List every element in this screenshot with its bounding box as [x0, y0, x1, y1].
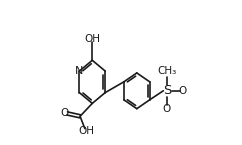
- Text: O: O: [179, 86, 187, 96]
- Text: CH₃: CH₃: [157, 67, 177, 77]
- Text: O: O: [163, 104, 171, 114]
- Text: O: O: [61, 108, 69, 118]
- Text: OH: OH: [84, 34, 100, 44]
- Text: N: N: [75, 66, 83, 76]
- Text: OH: OH: [78, 126, 94, 136]
- Text: S: S: [163, 84, 171, 97]
